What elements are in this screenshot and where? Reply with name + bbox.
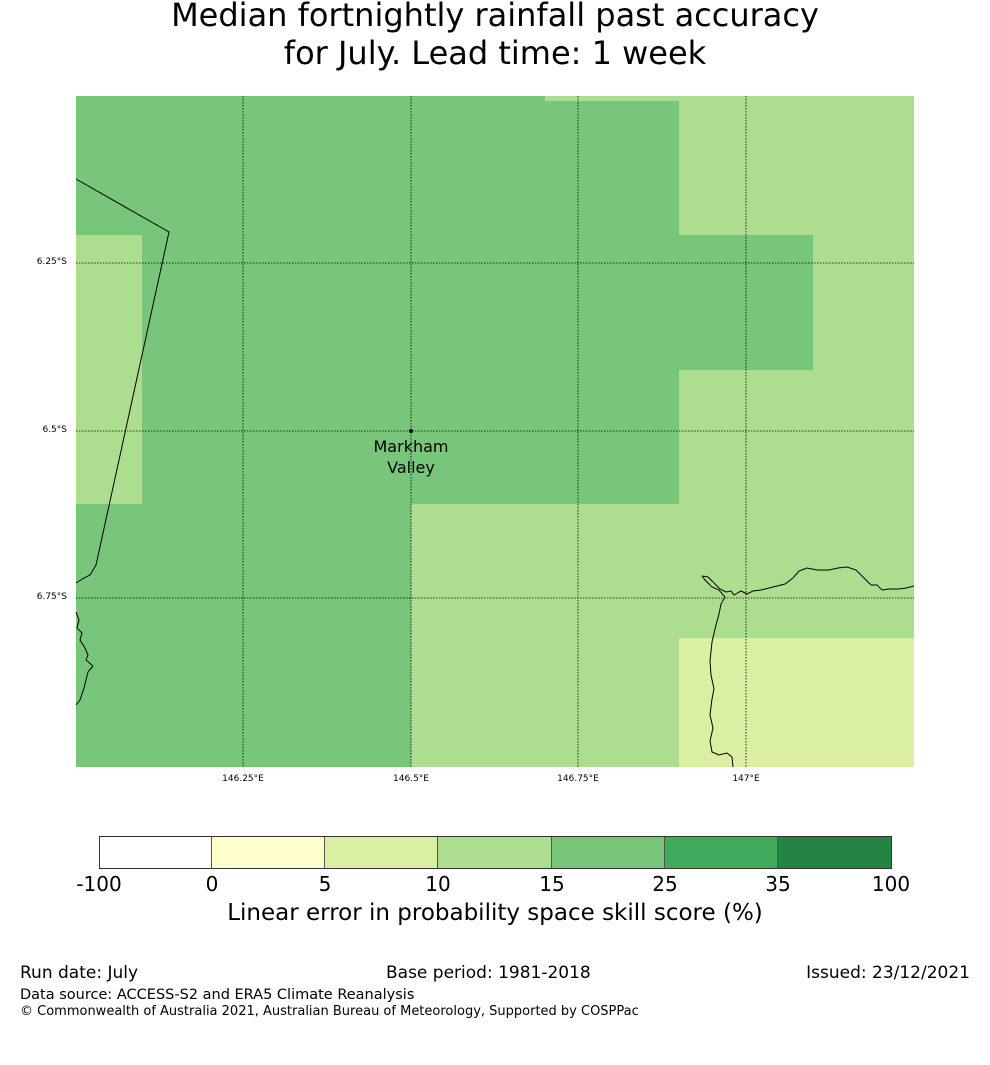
cell-region-east [679,370,914,504]
place-label: Markham Valley [351,436,471,478]
base-period: Base period: 1981-2018 [386,963,591,983]
place-marker [409,429,413,433]
colorbar-box-1 [212,836,325,868]
colorbar-tick-1: 0 [205,872,219,896]
colorbar-box-5 [665,836,778,868]
cell-region-ne-right [813,235,914,370]
cell-region-southeast [679,638,914,767]
cell-region-south-center [411,638,679,767]
coastline-west [75,611,94,706]
colorbar-tick-7: 100 [871,872,911,896]
lat-label-6-5: 6.5°S [42,425,67,435]
colorbar-tick-6: 35 [765,872,791,896]
coastline-borders [75,178,915,768]
map-title: Median fortnightly rainfall past accurac… [0,0,990,72]
title-line-2: for July. Lead time: 1 week [283,34,707,72]
lat-label-6-25: 6.25°S [36,257,67,267]
cell-region-ne-top [679,96,914,235]
river-line [701,575,734,768]
colorbar-box-4 [552,836,665,868]
lat-label-6-75: 6.75°S [36,592,67,602]
place-label-line-2: Valley [387,458,435,477]
colorbar-tick-3: 10 [425,872,451,896]
title-line-1: Median fortnightly rainfall past accurac… [171,0,819,34]
colorbar-tick-5: 25 [652,872,678,896]
run-date: Run date: July [20,963,139,983]
border-line [75,178,170,584]
skill-score-map [75,96,915,768]
colorbar-box-6 [778,836,892,868]
colorbar-tick-0: -100 [76,872,122,896]
map-grid-cells [76,96,914,767]
data-source: Data source: ACCESS-S2 and ERA5 Climate … [20,987,415,1003]
coastline-east [701,566,915,596]
colorbar-tick-2: 5 [318,872,332,896]
copyright: © Commonwealth of Australia 2021, Austra… [20,1004,639,1019]
cell-region-top-strip [545,96,679,101]
issued-date: Issued: 23/12/2021 [806,963,970,983]
lon-label-146-25: 146.25°E [222,774,264,784]
colorbar-box-2 [325,836,438,868]
lon-label-146-5: 146.5°E [393,774,429,784]
colorbar-box-3 [438,836,552,868]
cell-region-west [76,235,142,504]
colorbar-tick-4: 15 [539,872,565,896]
colorbar-label: Linear error in probability space skill … [227,900,763,926]
colorbar-box-0 [99,836,212,868]
cell-region-south [411,504,914,638]
lon-label-147: 147°E [732,774,760,784]
map-gridlines [76,96,914,767]
place-label-line-1: Markham [373,437,449,456]
lon-label-146-75: 146.75°E [557,774,599,784]
